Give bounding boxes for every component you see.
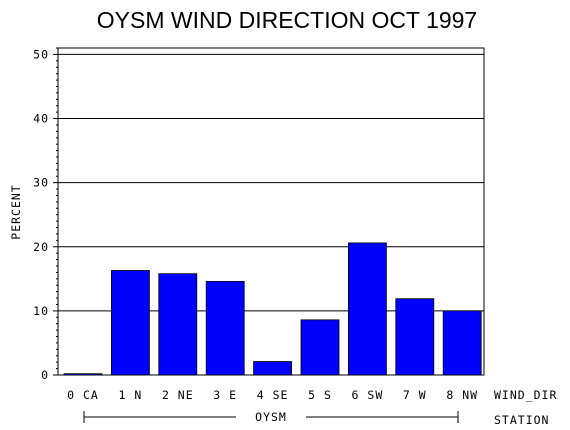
bar [111, 270, 150, 376]
y-tick-label: 50 [33, 47, 49, 61]
x-tick-label: 1 N [119, 388, 143, 402]
bar [253, 361, 293, 376]
x-tick-label: 4 SE [257, 388, 289, 402]
x-tick-label: 3 E [213, 388, 237, 402]
x-tick-label: 5 S [308, 388, 332, 402]
y-tick-label: 30 [33, 176, 49, 190]
x-tick-label: 6 SW [352, 388, 384, 402]
x-axis-labels: 0 CA 1 N 2 NE 3 E 4 SE 5 S 6 SW 7 W 8 NW [67, 388, 478, 402]
bar [205, 280, 245, 376]
bar [63, 373, 103, 376]
bar [442, 310, 482, 376]
y-tick-label: 40 [33, 112, 49, 126]
chart-title: OYSM WIND DIRECTION OCT 1997 [97, 7, 477, 33]
bar [347, 242, 387, 376]
x-axis-label: WIND_DIR [494, 388, 557, 402]
bar [158, 273, 198, 376]
group-name: OYSM [255, 410, 287, 424]
y-tick-label: 10 [33, 304, 49, 318]
bars [63, 242, 482, 376]
x-tick-label: 0 CA [67, 388, 99, 402]
y-tick-label: 0 [41, 368, 49, 382]
bar [300, 319, 340, 376]
x-tick-label: 8 NW [446, 388, 478, 402]
x-tick-label: 2 NE [162, 388, 194, 402]
group-bracket: OYSM [83, 410, 459, 424]
bar [395, 298, 435, 376]
y-axis-label: PERCENT [9, 184, 23, 239]
x-tick-label: 7 W [403, 388, 427, 402]
y-tick-label: 20 [33, 240, 49, 254]
y-axis: 0 10 20 30 40 50 [33, 47, 58, 382]
group-axis-label: STATION [494, 413, 549, 427]
